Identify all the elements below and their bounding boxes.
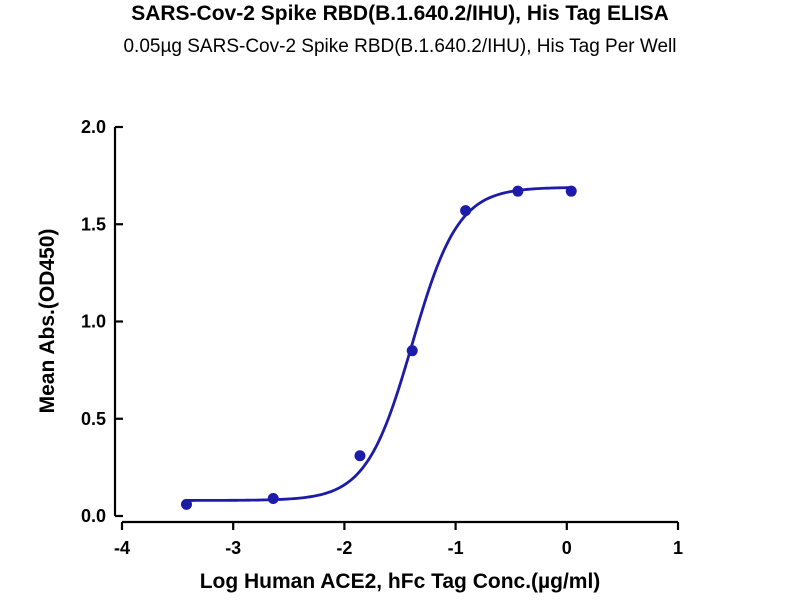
data-point bbox=[354, 450, 366, 462]
fit-curve bbox=[186, 186, 572, 502]
axes: 0.0 0.5 1.0 1.5 2.0 -4 -3 -2 -1 0 1 bbox=[81, 117, 683, 558]
x-tick-label: -4 bbox=[114, 538, 130, 558]
x-tick-label: 0 bbox=[562, 538, 572, 558]
data-points bbox=[180, 185, 577, 510]
y-axis-title: Mean Abs.(OD450) bbox=[36, 229, 59, 414]
x-tick-label: -3 bbox=[225, 538, 241, 558]
x-axis-title: Log Human ACE2, hFc Tag Conc.(µg/ml) bbox=[200, 570, 601, 593]
y-tick-label: 1.5 bbox=[81, 214, 106, 234]
data-point bbox=[180, 498, 192, 510]
x-tick-label: 1 bbox=[673, 538, 683, 558]
x-tick-label: -1 bbox=[448, 538, 464, 558]
data-point bbox=[512, 185, 524, 197]
y-tick-label: 0.5 bbox=[81, 409, 106, 429]
data-point bbox=[565, 185, 577, 197]
data-point bbox=[460, 205, 472, 217]
y-tick-label: 0.0 bbox=[81, 506, 106, 526]
y-tick-label: 1.0 bbox=[81, 312, 106, 332]
data-point bbox=[406, 345, 418, 357]
chart-subtitle: 0.05µg SARS-Cov-2 Spike RBD(B.1.640.2/IH… bbox=[123, 36, 677, 57]
data-point bbox=[267, 492, 279, 504]
x-tick-label: -2 bbox=[336, 538, 352, 558]
y-tick-label: 2.0 bbox=[81, 117, 106, 137]
chart-title: SARS-Cov-2 Spike RBD(B.1.640.2/IHU), His… bbox=[131, 2, 669, 25]
